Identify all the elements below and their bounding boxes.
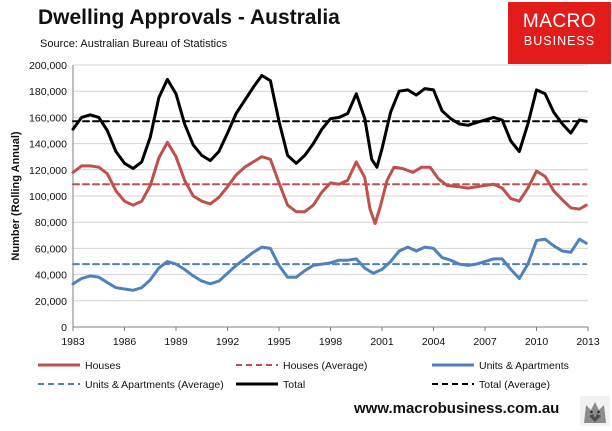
macrobusiness-logo: MACRO BUSINESS (508, 2, 611, 64)
x-tick-label: 2007 (473, 336, 497, 348)
legend-label-units-and-apartments: Units & Apartments (479, 360, 569, 372)
x-tick-label: 2010 (525, 336, 549, 348)
y-tick-label: 120,000 (29, 165, 67, 177)
x-tick-label: 1992 (216, 336, 240, 348)
series-line-units-and-apartments (71, 237, 588, 292)
x-tick-label: 1998 (319, 336, 343, 348)
y-tick-label: 0 (61, 322, 67, 334)
x-tick-label: 2004 (422, 336, 446, 348)
chart-source: Source: Australian Bureau of Statistics (40, 38, 228, 50)
wolf-logo-icon (580, 396, 610, 426)
y-tick-label: 200,000 (29, 60, 67, 72)
y-tick-label: 140,000 (29, 139, 67, 151)
y-tick-label: 80,000 (35, 217, 67, 229)
y-axis-label: Number (Rolling Annual) (10, 131, 22, 260)
legend-label-units-and-apartments-average: Units & Apartments (Average) (85, 379, 224, 391)
series-line-total (71, 74, 588, 170)
legend-label-total: Total (283, 379, 305, 391)
x-tick-label: 1983 (61, 336, 85, 348)
logo-line-1: MACRO (522, 11, 597, 32)
y-tick-label: 160,000 (29, 112, 67, 124)
y-tick-label: 180,000 (29, 86, 67, 98)
legend-label-houses: Houses (85, 360, 121, 372)
x-tick-label: 1986 (113, 336, 137, 348)
y-tick-label: 40,000 (35, 270, 67, 282)
legend-label-houses-average: Houses (Average) (283, 360, 367, 372)
footer-url: www.macrobusiness.com.au (354, 400, 560, 417)
logo-line-2: BUSINESS (523, 34, 596, 48)
series-line-houses (71, 140, 588, 225)
x-tick-label: 1995 (267, 336, 291, 348)
y-tick-label: 20,000 (35, 296, 67, 308)
x-tick-label: 2001 (370, 336, 394, 348)
legend-label-total-average: Total (Average) (479, 379, 550, 391)
y-tick-label: 60,000 (35, 243, 67, 255)
y-tick-label: 100,000 (29, 191, 67, 203)
x-tick-label: 1989 (164, 336, 188, 348)
chart-title: Dwelling Approvals - Australia (38, 6, 340, 29)
x-tick-label: 2013 (576, 336, 600, 348)
